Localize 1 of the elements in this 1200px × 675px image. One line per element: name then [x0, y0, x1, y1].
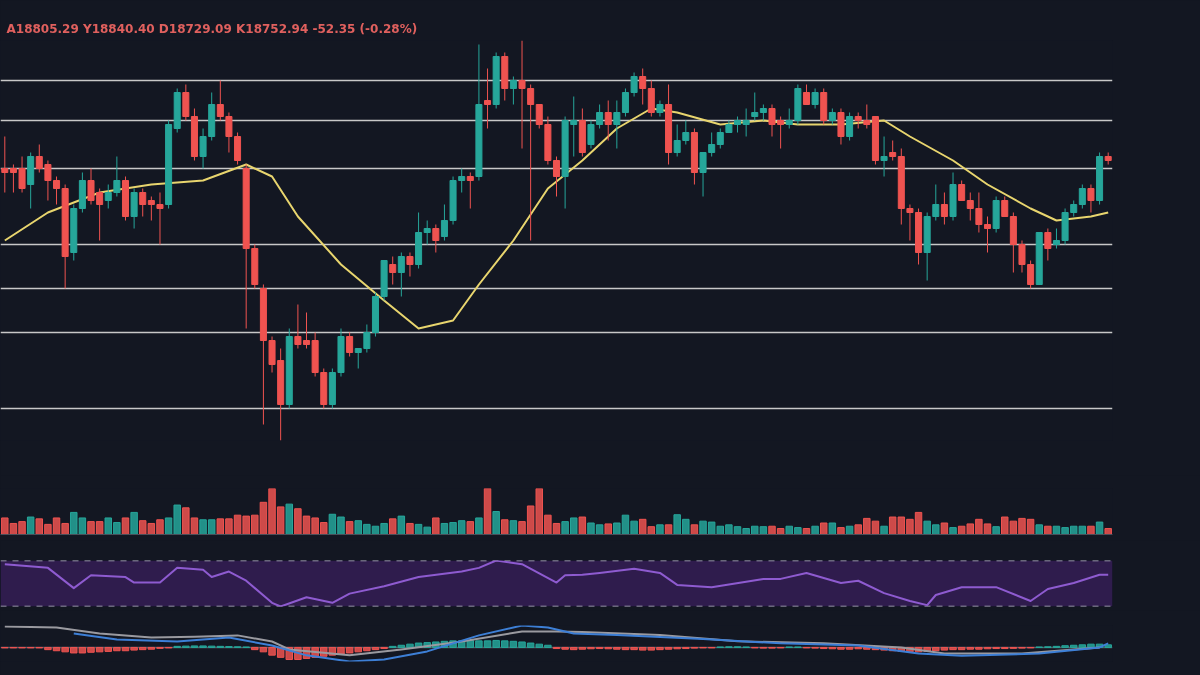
chart-title: A18805.29 Y18840.40 D18729.09 K18752.94 -52.35 (-0.28%) — [6, 21, 418, 36]
